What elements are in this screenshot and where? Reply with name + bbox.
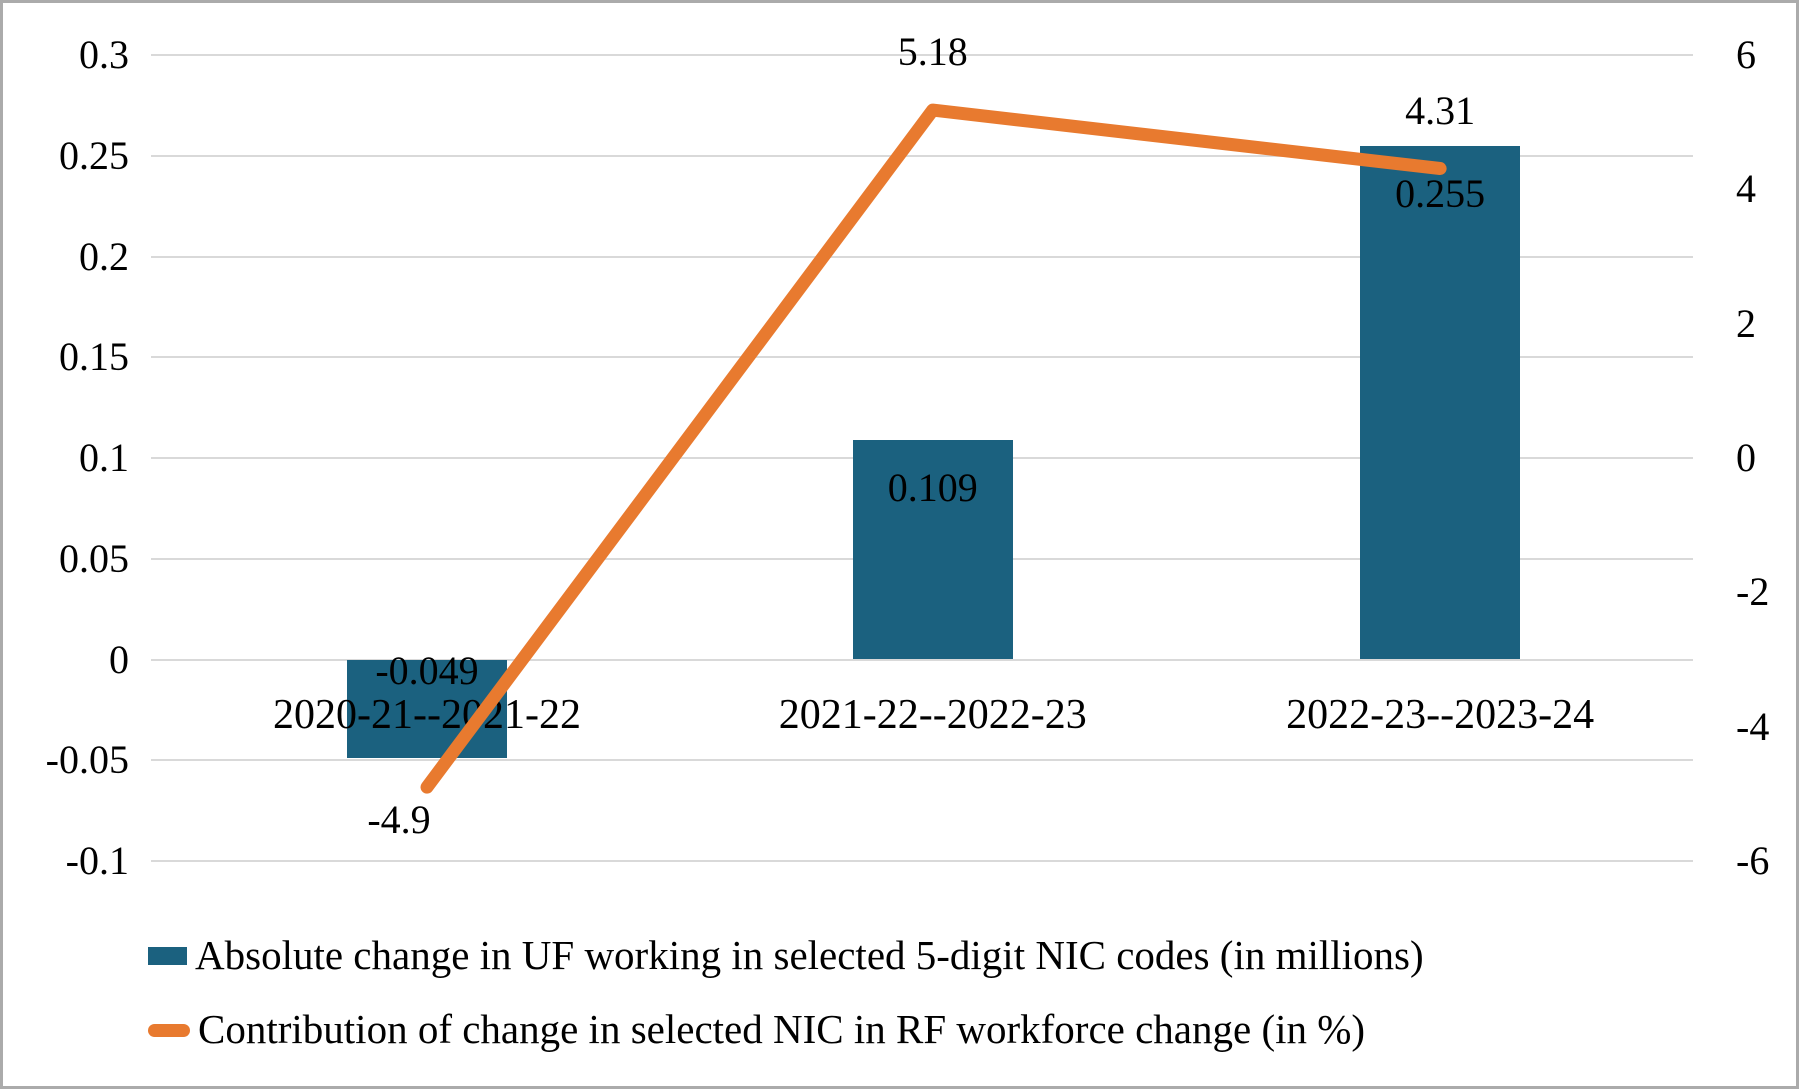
bar (1360, 145, 1521, 660)
x-axis-label: 2021-22--2022-23 (778, 692, 1087, 738)
left-axis-tick: 0 (109, 636, 129, 682)
line-data-label: -4.9 (367, 797, 431, 843)
legend-bar-swatch-icon (148, 947, 187, 965)
bar-data-label: -0.049 (375, 647, 479, 693)
left-axis-tick: 0.1 (79, 435, 129, 480)
left-axis-tick: 0.05 (59, 535, 129, 581)
x-axis-label: 2020-21--2021-22 (273, 692, 581, 738)
gridline (151, 54, 1693, 56)
left-axis-tick: -0.05 (45, 737, 129, 783)
right-axis-tick: -6 (1736, 838, 1770, 883)
right-axis-tick: -4 (1736, 703, 1770, 749)
right-axis-tick: -2 (1736, 569, 1770, 615)
legend-line-swatch-icon (148, 1023, 190, 1037)
right-axis-tick: 2 (1736, 300, 1756, 346)
right-axis-tick: 0 (1736, 435, 1756, 480)
gridline (151, 759, 1693, 762)
legend-label-bars: Absolute change in UF working in selecte… (195, 932, 1424, 979)
line-data-label: 5.18 (897, 29, 968, 75)
bar-data-label: 0.255 (1395, 170, 1486, 216)
left-axis-tick: -0.1 (65, 838, 129, 883)
left-axis-tick: 0.2 (79, 233, 129, 279)
x-axis-label: 2022-23--2023-24 (1286, 692, 1595, 738)
bar-data-label: 0.109 (887, 464, 978, 510)
right-axis-tick: 6 (1736, 32, 1756, 77)
legend-label-line: Contribution of change in selected NIC i… (198, 1006, 1366, 1053)
gridline (151, 860, 1693, 862)
line-data-label: 4.31 (1405, 87, 1476, 133)
left-axis-tick: 0.25 (59, 132, 129, 178)
right-axis-tick: 4 (1736, 166, 1756, 212)
left-axis-tick: 0.15 (59, 334, 129, 380)
left-axis-tick: 0.3 (79, 32, 129, 77)
legend-item-bars: Absolute change in UF working in selecte… (148, 933, 1424, 979)
legend-item-line: Contribution of change in selected NIC i… (148, 1007, 1365, 1053)
